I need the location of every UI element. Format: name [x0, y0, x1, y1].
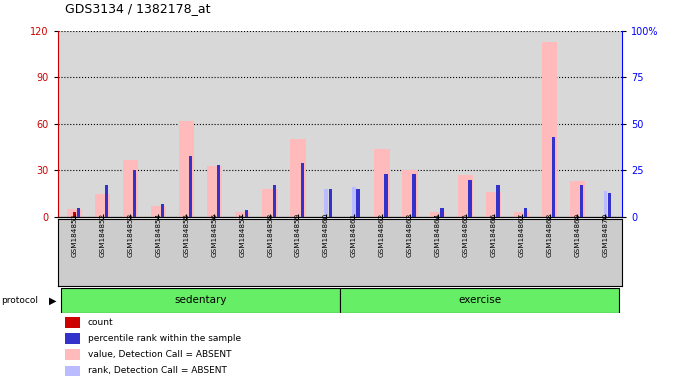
Bar — [402, 170, 418, 217]
Bar — [570, 181, 585, 217]
Bar — [207, 166, 222, 217]
Bar — [514, 212, 529, 217]
Bar — [441, 208, 443, 217]
Bar — [123, 159, 138, 217]
Bar — [77, 208, 80, 217]
Bar — [273, 185, 276, 217]
Bar — [328, 189, 332, 217]
Bar — [133, 170, 136, 217]
Text: rank, Detection Call = ABSENT: rank, Detection Call = ABSENT — [88, 366, 226, 376]
Bar — [245, 210, 248, 217]
Bar — [356, 189, 360, 217]
Bar — [542, 41, 557, 217]
Bar — [340, 288, 619, 313]
Bar — [608, 193, 611, 217]
Bar — [179, 121, 194, 217]
Bar — [95, 194, 110, 217]
Bar — [161, 204, 165, 217]
Bar — [235, 212, 250, 217]
Text: value, Detection Call = ABSENT: value, Detection Call = ABSENT — [88, 350, 231, 359]
Bar — [324, 189, 328, 217]
Bar — [61, 288, 340, 313]
Bar — [524, 208, 528, 217]
Text: protocol: protocol — [1, 296, 38, 305]
Bar — [105, 185, 108, 217]
Bar — [67, 209, 82, 217]
Text: ▶: ▶ — [49, 295, 56, 306]
Bar — [352, 187, 356, 217]
Bar — [412, 174, 415, 217]
Text: exercise: exercise — [458, 295, 501, 306]
Bar — [486, 192, 501, 217]
Bar — [290, 139, 306, 217]
Bar — [73, 212, 76, 217]
Bar — [604, 191, 607, 217]
Bar — [374, 149, 390, 217]
Bar — [580, 185, 583, 217]
Bar — [469, 180, 472, 217]
Text: percentile rank within the sample: percentile rank within the sample — [88, 334, 241, 343]
Bar — [430, 212, 445, 217]
Bar — [384, 174, 388, 217]
Bar — [496, 185, 500, 217]
Bar — [151, 206, 166, 217]
Bar — [217, 165, 220, 217]
Bar — [552, 137, 556, 217]
Text: count: count — [88, 318, 114, 327]
Bar — [262, 189, 278, 217]
Text: sedentary: sedentary — [174, 295, 226, 306]
Bar — [189, 156, 192, 217]
Bar — [458, 175, 473, 217]
Bar — [301, 163, 304, 217]
Text: GDS3134 / 1382178_at: GDS3134 / 1382178_at — [65, 2, 210, 15]
